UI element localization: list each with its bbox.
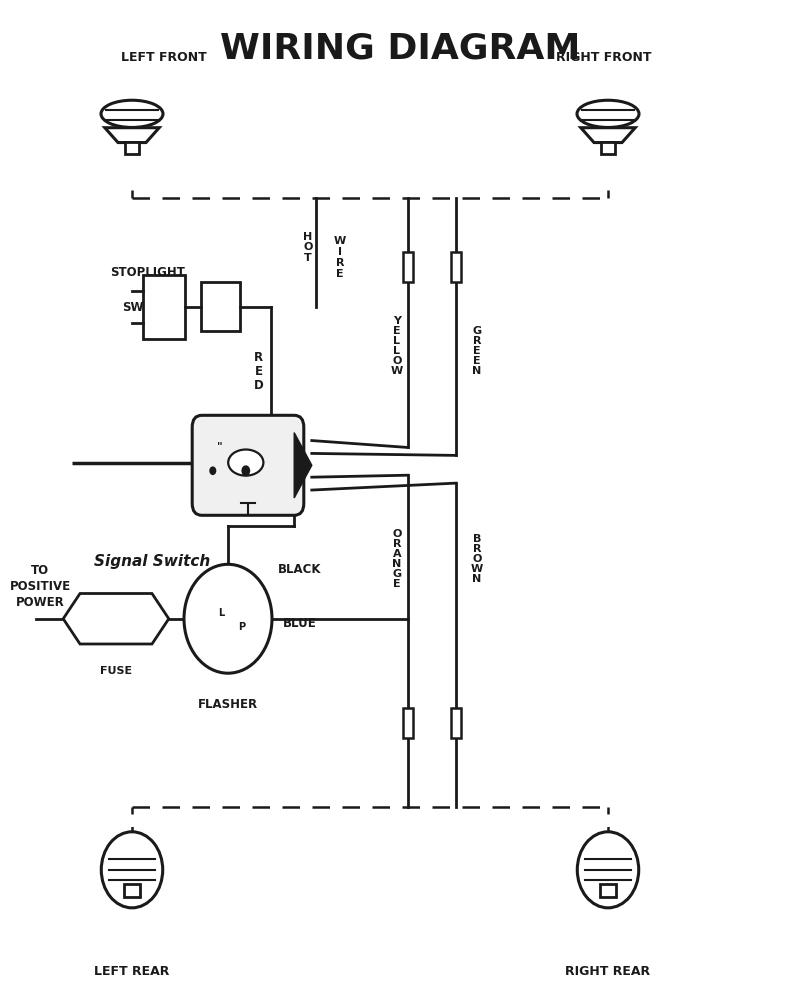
Text: R
E
D: R E D xyxy=(254,350,263,392)
Polygon shape xyxy=(63,593,169,644)
Text: W
I
R
E: W I R E xyxy=(334,237,346,278)
Text: BLACK: BLACK xyxy=(278,562,322,576)
Text: B
R
O
W
N: B R O W N xyxy=(470,535,483,584)
Text: TO
POSITIVE
POWER: TO POSITIVE POWER xyxy=(10,563,70,609)
FancyBboxPatch shape xyxy=(403,252,414,282)
Text: LEFT REAR: LEFT REAR xyxy=(94,965,170,978)
Text: L: L xyxy=(218,608,225,619)
FancyBboxPatch shape xyxy=(451,708,461,738)
Polygon shape xyxy=(105,128,159,143)
Circle shape xyxy=(578,832,638,908)
Text: P: P xyxy=(238,622,245,632)
Ellipse shape xyxy=(228,449,263,475)
Text: FLASHER: FLASHER xyxy=(198,698,258,711)
Circle shape xyxy=(102,832,162,908)
Text: ": " xyxy=(217,442,222,451)
FancyBboxPatch shape xyxy=(601,142,615,154)
Text: LEFT FRONT: LEFT FRONT xyxy=(121,51,207,64)
Text: RIGHT FRONT: RIGHT FRONT xyxy=(556,51,652,64)
FancyBboxPatch shape xyxy=(143,275,186,339)
FancyBboxPatch shape xyxy=(403,708,414,738)
Text: BLUE: BLUE xyxy=(283,617,317,631)
Text: RED: RED xyxy=(190,588,218,601)
Polygon shape xyxy=(294,433,312,498)
Text: G
R
E
E
N: G R E E N xyxy=(472,327,482,376)
FancyBboxPatch shape xyxy=(201,282,240,332)
Text: O
R
A
N
G
E: O R A N G E xyxy=(392,530,402,589)
FancyBboxPatch shape xyxy=(124,884,140,897)
Ellipse shape xyxy=(101,100,163,128)
Ellipse shape xyxy=(577,100,639,128)
Text: WIRING DIAGRAM: WIRING DIAGRAM xyxy=(220,32,580,65)
Polygon shape xyxy=(581,128,635,143)
Text: RIGHT REAR: RIGHT REAR xyxy=(566,965,650,978)
Text: Y
E
L
L
O
W: Y E L L O W xyxy=(390,317,403,376)
Circle shape xyxy=(210,466,216,475)
Text: Signal Switch: Signal Switch xyxy=(94,554,210,569)
Text: FUSE: FUSE xyxy=(100,666,132,676)
Circle shape xyxy=(242,465,250,476)
FancyBboxPatch shape xyxy=(451,252,461,282)
Text: H
O
T: H O T xyxy=(303,232,313,263)
FancyBboxPatch shape xyxy=(600,884,616,897)
Circle shape xyxy=(184,564,272,673)
FancyBboxPatch shape xyxy=(125,142,139,154)
Text: SWITCH: SWITCH xyxy=(122,301,174,314)
FancyBboxPatch shape xyxy=(192,416,304,515)
Text: STOPLIGHT: STOPLIGHT xyxy=(110,266,186,279)
